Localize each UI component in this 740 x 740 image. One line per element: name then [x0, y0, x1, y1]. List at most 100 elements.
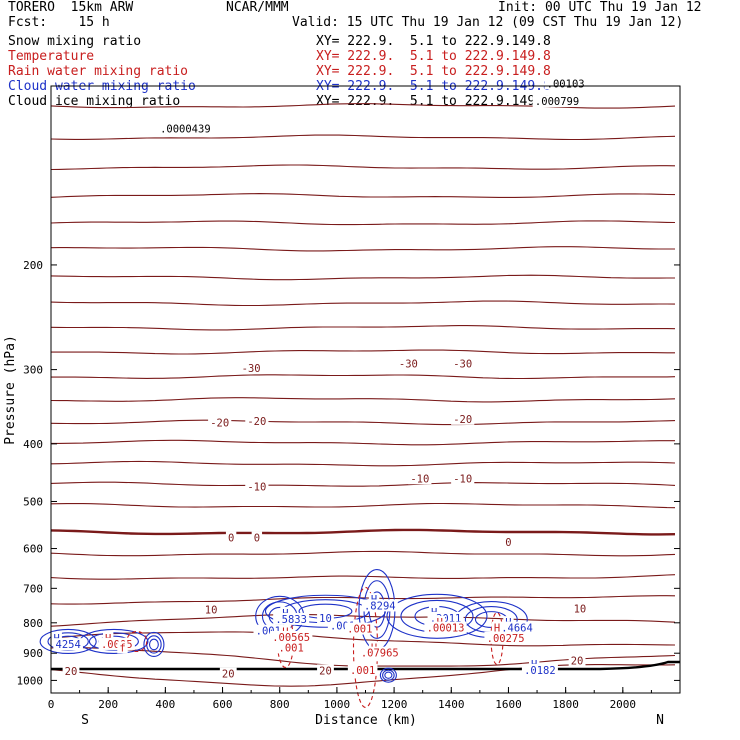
rain-water-label: f: [119, 642, 125, 654]
temperature-label: 10: [205, 605, 218, 617]
temperature-label: -10: [410, 473, 429, 485]
cloud-water-label: .0182: [524, 665, 556, 677]
temperature-contour: [50, 193, 676, 198]
temperature-contour: [50, 481, 676, 487]
x-tick-label: 600: [213, 698, 233, 711]
temperature-contour: [50, 103, 676, 109]
temperature-label-bg: [208, 416, 232, 429]
temperature-label-bg: [225, 531, 237, 544]
temperature-contours: [50, 103, 680, 687]
temperature-contour: [50, 246, 675, 252]
temperature-contour: [50, 460, 676, 467]
y-axis-title: Pressure (hPa): [3, 335, 18, 445]
cloud-ice-label: .000799: [535, 96, 579, 108]
temperature-label: -30: [399, 359, 418, 371]
temperature-contour: [50, 595, 676, 605]
cloud-water-contour: [379, 667, 397, 683]
rain-water-label: .001: [350, 665, 375, 677]
temperature-contour: [50, 574, 676, 580]
cloud-water-contour: [39, 628, 97, 655]
cloud-water-contour: [146, 635, 162, 654]
y-tick-label: 500: [23, 495, 43, 508]
temperature-contour: [50, 419, 676, 426]
temperature-label: 0: [505, 537, 511, 549]
rain-water-label-bg: [102, 631, 114, 644]
cloud-water-contour: [386, 593, 488, 639]
temperature-label-bg: [239, 361, 263, 374]
cloud-water-label: .4664: [501, 623, 533, 635]
cloud-water-contour: [384, 671, 393, 679]
cloud-water-label-bg: [53, 638, 83, 651]
temperature-label: 20: [571, 655, 584, 667]
cloud-water-label: .5833: [275, 614, 307, 626]
temperature-label: 10: [574, 604, 587, 616]
temperature-contour: [51, 349, 675, 355]
temperature-contour: [50, 134, 676, 141]
rain-water-label: .00013: [427, 623, 465, 635]
temperature-label: -10: [453, 473, 472, 485]
legend-rain-label: Rain water mixing ratio: [8, 64, 189, 79]
temperature-label-bg: [396, 357, 420, 370]
rain-water-label-bg: [491, 621, 503, 634]
rain-water-label: H: [494, 623, 500, 635]
temperature-label: -20: [247, 416, 266, 428]
y-tick-label: 700: [23, 582, 43, 595]
cloud-ice-label-bg: [157, 122, 213, 135]
cloud-ice-label: .0000439: [160, 124, 211, 136]
temperature-contour: [50, 397, 676, 403]
init-time: Init: 00 UTC Thu 19 Jan 12: [498, 0, 702, 15]
cloud-water-contour: [88, 632, 139, 651]
south-label: S: [81, 713, 89, 728]
y-tick-label: 400: [23, 438, 43, 451]
rain-water-label-bg: [424, 621, 467, 634]
temperature-label-bg: [568, 654, 586, 667]
x-tick-label: 1600: [495, 698, 522, 711]
temperature-label: -20: [210, 417, 229, 429]
rain-water-label: .001: [347, 624, 372, 636]
temperature-contour: [50, 550, 676, 557]
cloud-water-label-bg: [317, 611, 334, 624]
temperature-contour: [50, 325, 676, 331]
model-name: TORERO 15km ARW: [8, 0, 134, 15]
axes: 0 200 400 600 800 1000 1200 1400 1600 1800 2000200…: [17, 259, 680, 711]
temperature-contour: [50, 220, 676, 226]
y-tick-label: 800: [23, 617, 43, 630]
x-tick-label: 200: [98, 698, 118, 711]
temperature-label-bg: [503, 536, 514, 549]
x-tick-label: 1400: [438, 698, 465, 711]
cloud-water-label: 4254: [56, 639, 81, 651]
rain-water-label-bg: [344, 622, 375, 635]
contour-labels: -30 -30 -30 -20 -20 -20 -10 -10 -10 0 0 0 10 10 20 20 20…: [51, 77, 589, 681]
cloud-water-contour: [382, 669, 395, 681]
rain-water-label-bg: [484, 631, 527, 644]
x-axis-title: Distance (km): [315, 713, 417, 728]
temperature-label-bg: [251, 531, 263, 544]
x-tick-label: 400: [155, 698, 175, 711]
rain-water-label-bg: [276, 641, 306, 654]
legend-cloud-ice-label: Cloud ice mixing ratio: [8, 94, 181, 109]
temperature-contour: [50, 502, 676, 509]
rain-water-label-bg: [269, 630, 313, 643]
temperature-label: -30: [242, 363, 261, 375]
x-tick-label: 2000: [610, 698, 637, 711]
temperature-label-bg: [245, 414, 269, 427]
y-tick-label: 300: [23, 364, 43, 377]
x-tick-label: 800: [270, 698, 290, 711]
temperature-label-bg: [202, 603, 220, 616]
temperature-label: 20: [319, 665, 332, 677]
rain-water-label-bg: [358, 646, 401, 659]
temperature-contour: [50, 613, 676, 627]
organization: NCAR/MMM: [226, 0, 289, 15]
legend-temperature-xy: XY= 222.9. 5.1 to 222.9.149.8: [316, 49, 551, 64]
temperature-contour: [50, 300, 676, 307]
rain-water-label: .00275: [487, 633, 525, 645]
temperature-label: 0: [254, 533, 260, 545]
rain-water-label: .0005: [101, 639, 133, 651]
y-tick-label: 900: [23, 647, 43, 660]
temperature-label: -10: [247, 482, 266, 494]
temperature-label-bg: [571, 602, 589, 615]
ground-surface: [51, 660, 680, 671]
cloud-water-label-bg: [368, 593, 380, 606]
rain-water-label-bg: [117, 641, 128, 654]
temperature-label-bg: [408, 472, 432, 485]
